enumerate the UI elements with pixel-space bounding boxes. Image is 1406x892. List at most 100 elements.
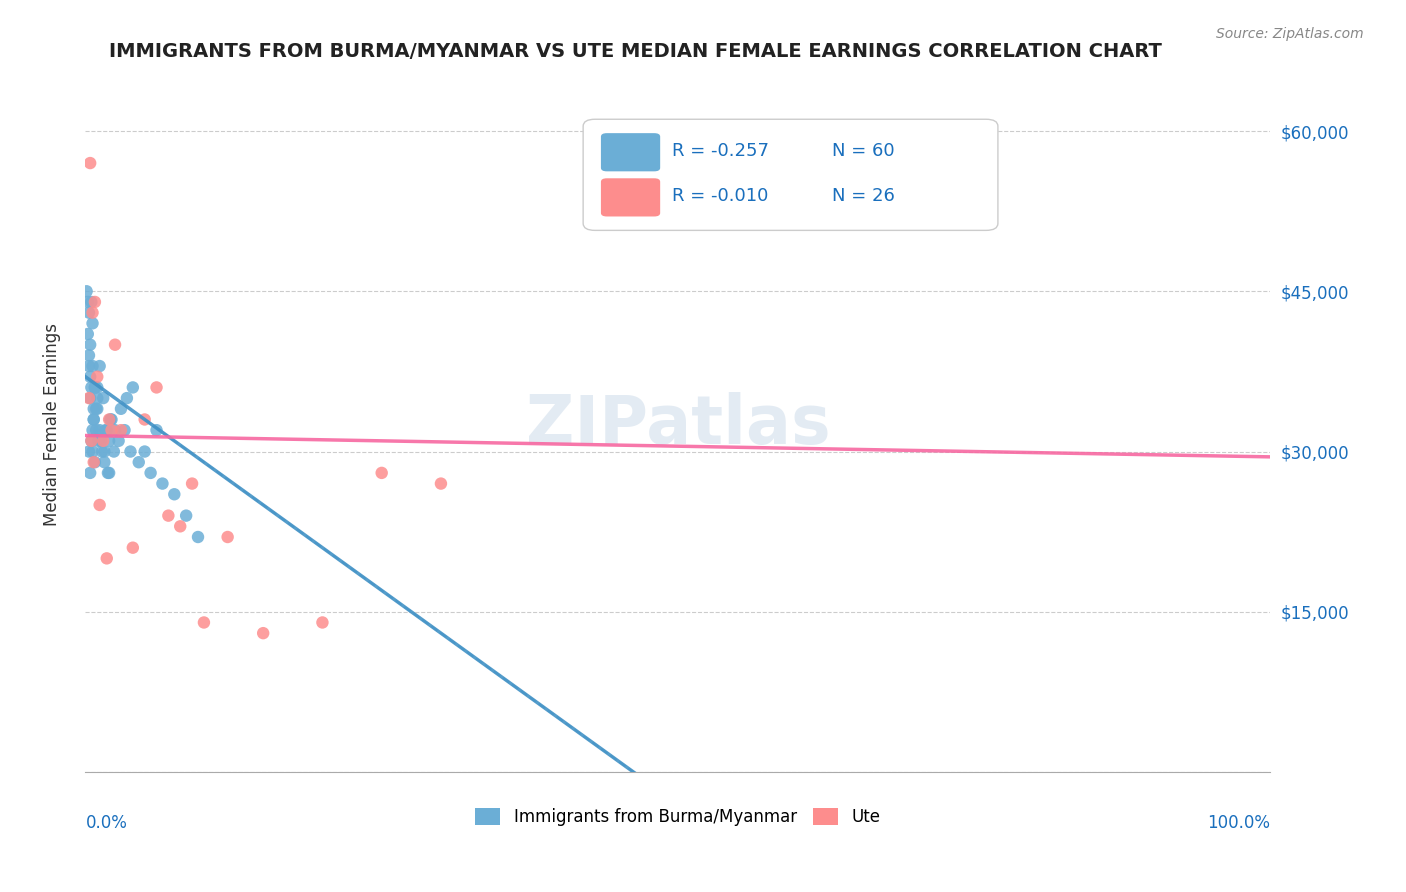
Point xyxy=(157,508,180,523)
Point xyxy=(86,391,108,405)
Point xyxy=(86,369,108,384)
Text: N = 60: N = 60 xyxy=(832,142,894,160)
Point xyxy=(91,444,114,458)
FancyBboxPatch shape xyxy=(583,120,998,230)
Point xyxy=(152,476,174,491)
Point xyxy=(77,444,100,458)
Point xyxy=(100,412,122,426)
Point xyxy=(77,348,100,362)
Point xyxy=(82,444,104,458)
Point xyxy=(217,530,239,544)
Point xyxy=(84,401,107,416)
Point xyxy=(252,626,274,640)
Point xyxy=(104,423,127,437)
Point xyxy=(98,412,121,426)
Point xyxy=(110,401,132,416)
Point xyxy=(110,423,132,437)
Point xyxy=(139,466,162,480)
Point xyxy=(430,476,453,491)
Point xyxy=(77,359,100,373)
Point xyxy=(174,508,197,523)
Point xyxy=(83,455,105,469)
Point xyxy=(89,423,111,437)
FancyBboxPatch shape xyxy=(600,133,661,171)
Point xyxy=(80,380,103,394)
Point xyxy=(77,305,100,319)
Point xyxy=(103,444,125,458)
Point xyxy=(76,326,98,341)
Point xyxy=(76,285,98,299)
Point xyxy=(83,401,105,416)
Point xyxy=(90,434,112,448)
Text: R = -0.010: R = -0.010 xyxy=(672,186,769,204)
Text: 0.0%: 0.0% xyxy=(86,814,128,831)
Point xyxy=(134,412,156,426)
Point xyxy=(134,444,156,458)
Point xyxy=(96,423,118,437)
Point xyxy=(84,380,107,394)
Point xyxy=(163,487,186,501)
Point xyxy=(145,380,167,394)
Point xyxy=(89,498,111,512)
Point xyxy=(84,423,107,437)
Point xyxy=(107,434,129,448)
Point xyxy=(96,551,118,566)
Point xyxy=(79,156,101,170)
Point xyxy=(121,380,143,394)
Text: Source: ZipAtlas.com: Source: ZipAtlas.com xyxy=(1216,27,1364,41)
Point xyxy=(97,466,120,480)
Point xyxy=(193,615,215,630)
Point xyxy=(98,412,121,426)
Point xyxy=(187,530,209,544)
Text: N = 26: N = 26 xyxy=(832,186,894,204)
Point xyxy=(98,466,121,480)
Point xyxy=(80,434,103,448)
Point xyxy=(80,295,103,310)
Point xyxy=(87,434,110,448)
Point xyxy=(91,391,114,405)
Point xyxy=(76,295,98,310)
Point xyxy=(82,359,104,373)
Point xyxy=(94,423,117,437)
Point xyxy=(93,455,115,469)
FancyBboxPatch shape xyxy=(600,178,661,217)
Point xyxy=(120,444,142,458)
Point xyxy=(86,401,108,416)
Text: ZIPatlas: ZIPatlas xyxy=(526,392,831,458)
Y-axis label: Median Female Earnings: Median Female Earnings xyxy=(44,323,60,526)
Point xyxy=(311,615,333,630)
Text: R = -0.257: R = -0.257 xyxy=(672,142,769,160)
Point xyxy=(84,455,107,469)
Legend: Immigrants from Burma/Myanmar, Ute: Immigrants from Burma/Myanmar, Ute xyxy=(468,802,887,833)
Point xyxy=(82,305,104,319)
Point xyxy=(83,412,105,426)
Point xyxy=(79,369,101,384)
Point xyxy=(100,423,122,437)
Point xyxy=(79,466,101,480)
Point xyxy=(145,423,167,437)
Point xyxy=(169,519,191,533)
Point xyxy=(91,434,114,448)
Text: 100.0%: 100.0% xyxy=(1208,814,1271,831)
Point xyxy=(86,380,108,394)
Point xyxy=(84,380,107,394)
Text: IMMIGRANTS FROM BURMA/MYANMAR VS UTE MEDIAN FEMALE EARNINGS CORRELATION CHART: IMMIGRANTS FROM BURMA/MYANMAR VS UTE MED… xyxy=(110,42,1161,61)
Point xyxy=(89,359,111,373)
Point xyxy=(104,337,127,351)
Point xyxy=(115,391,138,405)
Point xyxy=(79,337,101,351)
Point xyxy=(121,541,143,555)
Point xyxy=(114,423,136,437)
Point xyxy=(82,316,104,330)
Point xyxy=(370,466,392,480)
Point xyxy=(80,434,103,448)
Point xyxy=(181,476,204,491)
Point xyxy=(98,434,121,448)
Point xyxy=(93,444,115,458)
Point xyxy=(79,391,101,405)
Point xyxy=(82,423,104,437)
Point xyxy=(128,455,150,469)
Point xyxy=(77,391,100,405)
Point xyxy=(84,295,107,310)
Point xyxy=(83,412,105,426)
